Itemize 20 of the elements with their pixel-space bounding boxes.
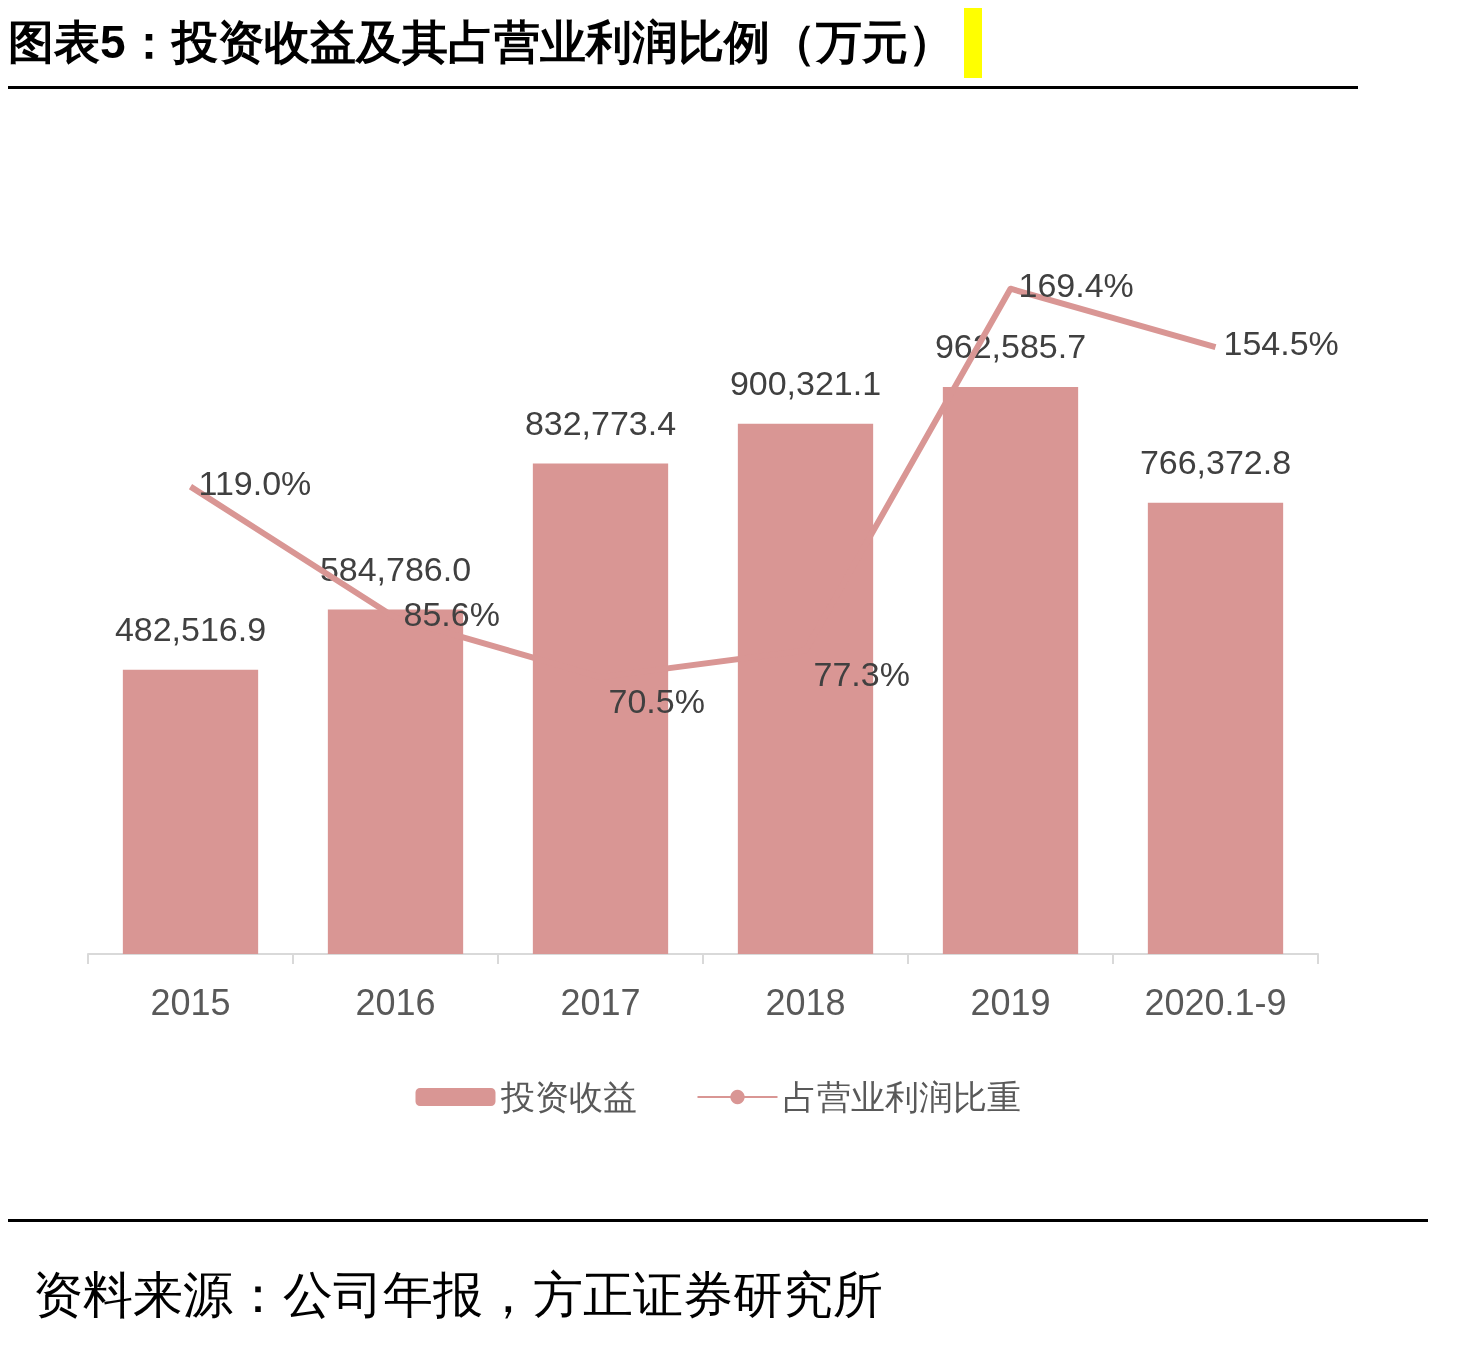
data-label: 154.5% — [1223, 324, 1339, 363]
x-tick-label: 2020.1-9 — [1144, 981, 1287, 1023]
data-label: 832,773.4 — [524, 403, 677, 442]
data-label: 584,786.0 — [319, 549, 472, 588]
legend-label: 投资收益 — [499, 1078, 637, 1116]
x-tick-label: 2016 — [355, 981, 436, 1023]
legend-label: 占营业利润比重 — [782, 1078, 1021, 1116]
x-tick-label: 2015 — [150, 981, 231, 1023]
data-label: 900,321.1 — [729, 363, 882, 402]
bar — [122, 669, 259, 954]
data-label: 482,516.9 — [114, 609, 267, 648]
data-label: 119.0% — [198, 463, 312, 502]
x-tick-label: 2019 — [970, 981, 1051, 1023]
data-label: 169.4% — [1018, 265, 1134, 304]
chart-title: 图表5：投资收益及其占营业利润比例（万元） — [8, 15, 954, 70]
data-label: 766,372.8 — [1139, 442, 1292, 481]
bar — [1147, 502, 1284, 954]
x-tick-label: 2017 — [560, 981, 641, 1023]
text: 资料来源：公司年报，方正证券研究所 — [33, 1266, 884, 1325]
x-tick-label: 2018 — [765, 981, 846, 1023]
